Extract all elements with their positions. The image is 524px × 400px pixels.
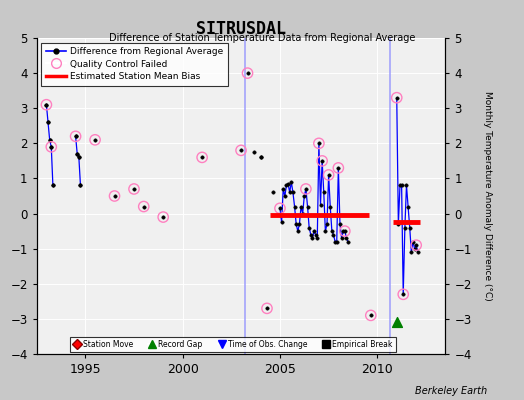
Title: SITRUSDAL: SITRUSDAL [196,20,286,38]
Point [198,154,206,160]
Point [263,305,271,312]
Point [315,140,323,146]
Point [237,147,245,154]
Point [302,186,310,192]
Point [392,94,401,101]
Point [276,205,284,212]
Legend: Station Move, Record Gap, Time of Obs. Change, Empirical Break: Station Move, Record Gap, Time of Obs. C… [70,337,396,352]
Point [71,133,80,140]
Point [47,144,56,150]
Point [367,312,375,318]
Text: Difference of Station Temperature Data from Regional Average: Difference of Station Temperature Data f… [109,33,415,43]
Point [392,319,401,326]
Point [412,242,420,248]
Point [243,70,252,76]
Text: Berkeley Earth: Berkeley Earth [415,386,487,396]
Point [111,193,119,199]
Point [159,214,167,220]
Point [334,165,343,171]
Point [42,102,51,108]
Y-axis label: Monthly Temperature Anomaly Difference (°C): Monthly Temperature Anomaly Difference (… [483,91,492,301]
Point [91,137,99,143]
Point [341,228,349,234]
Point [399,291,408,298]
Point [324,172,333,178]
Point [318,158,326,164]
Point [139,203,148,210]
Point [130,186,138,192]
